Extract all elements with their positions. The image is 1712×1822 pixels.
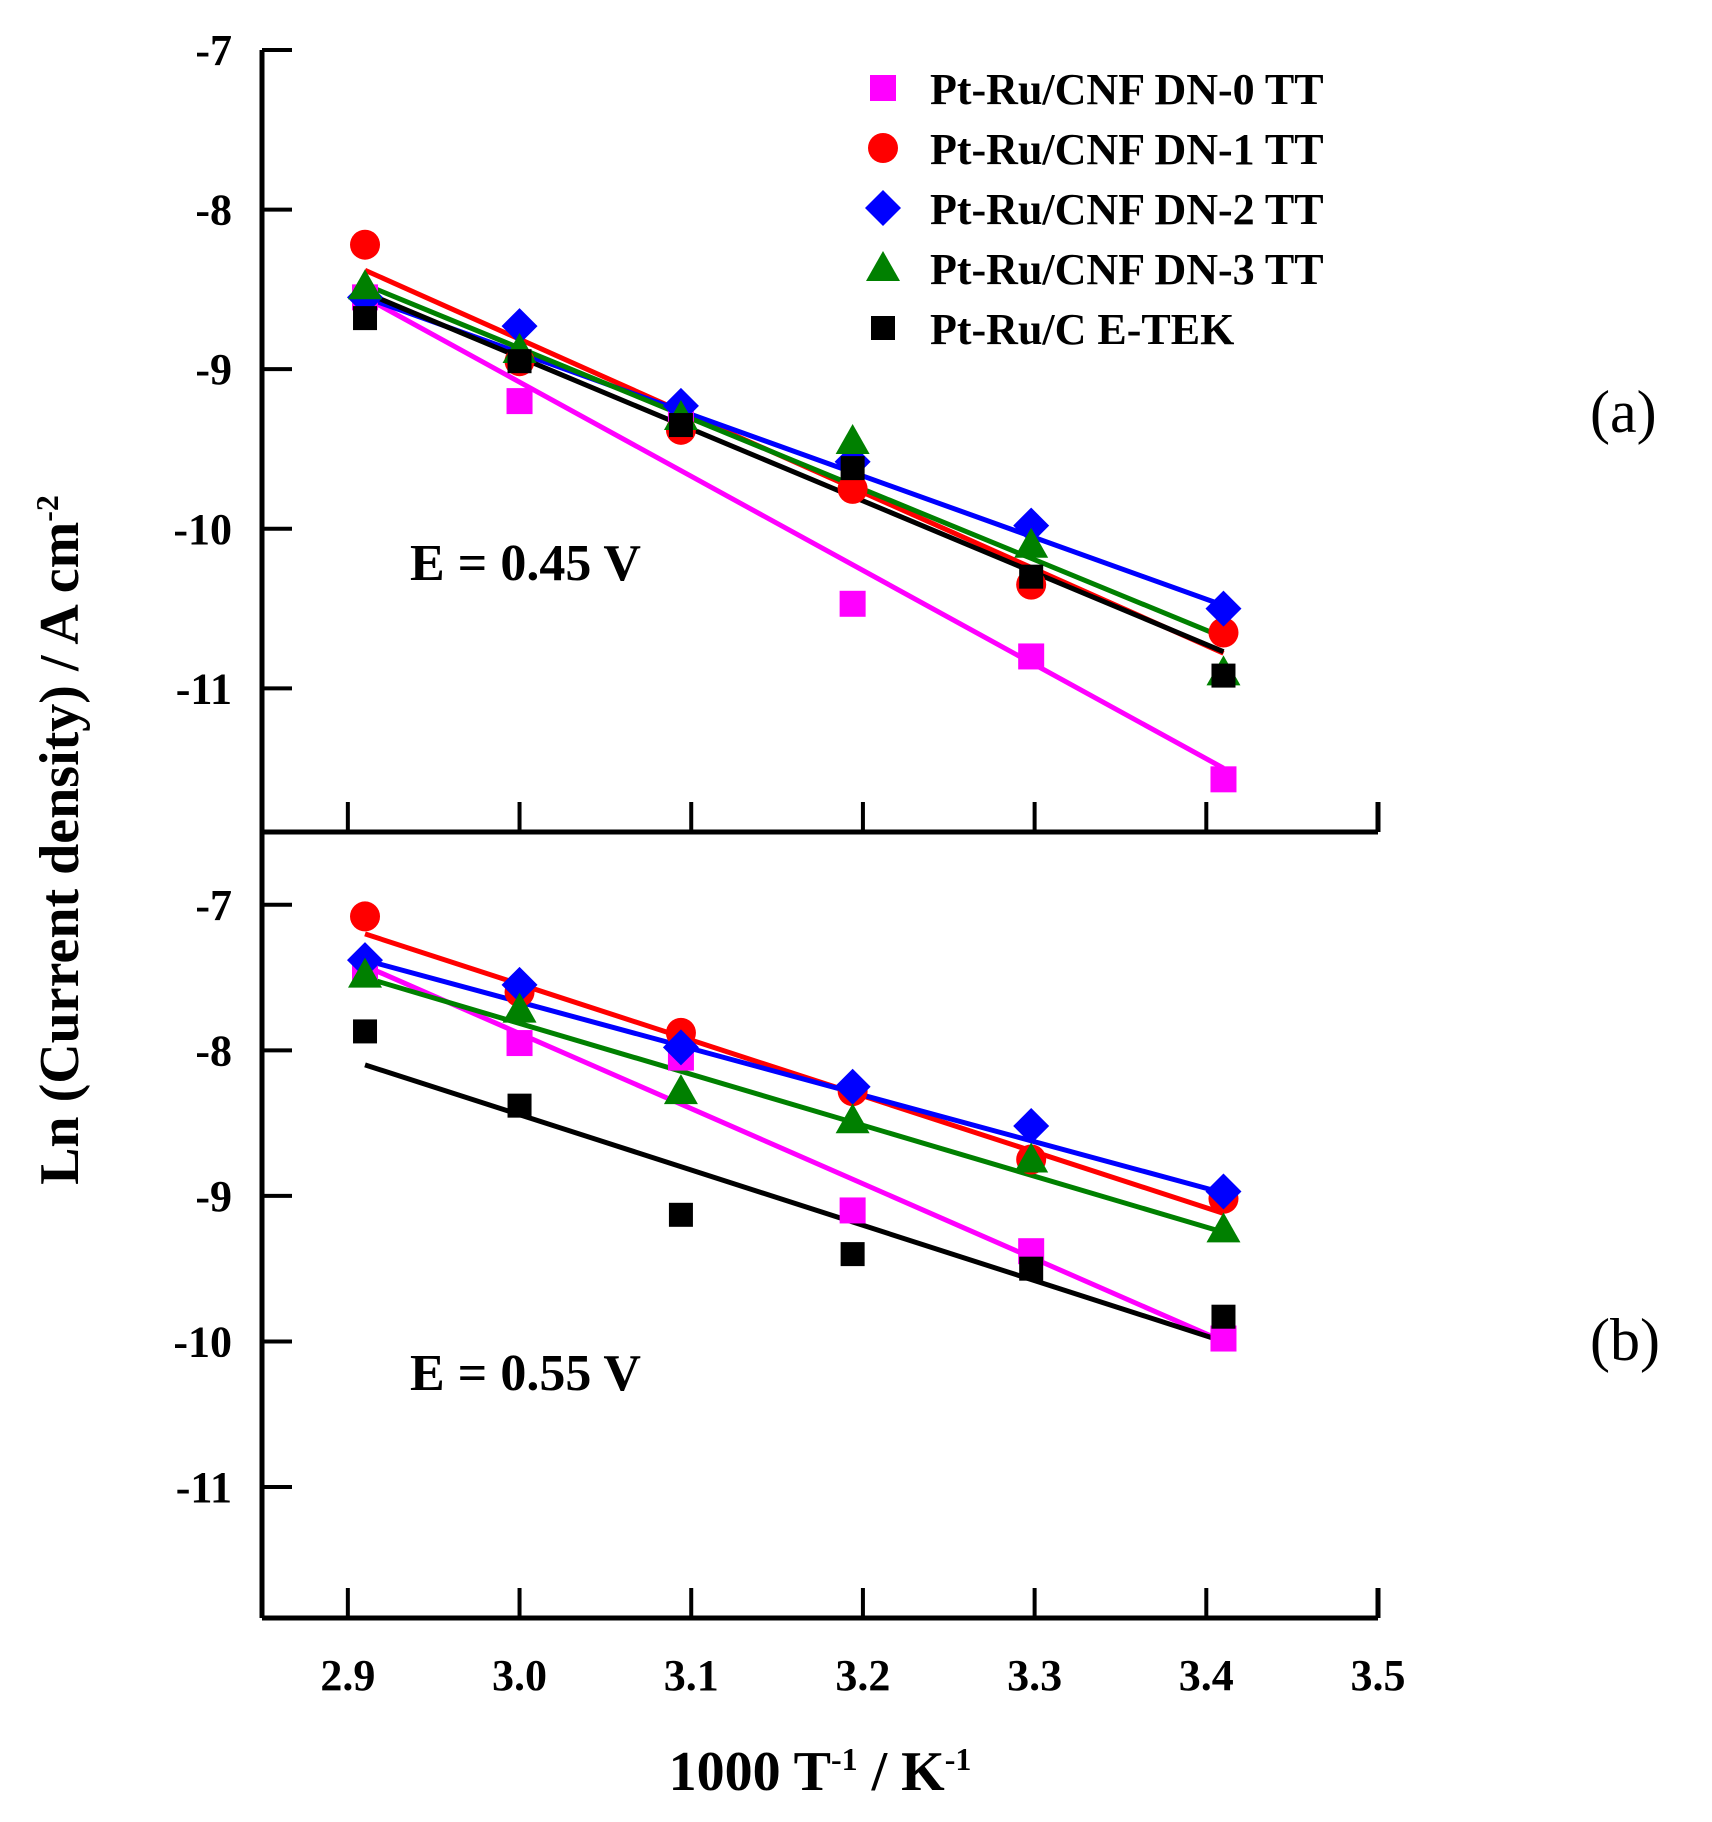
fit-line-b [364, 931, 1225, 1216]
fit-line-b [364, 957, 1225, 1196]
data-point-b [668, 1202, 693, 1227]
data-point-b [1014, 1142, 1049, 1173]
data-point-a [1211, 663, 1236, 688]
data-point-b [348, 957, 383, 988]
potential-annotation-a: E = 0.45 V [410, 535, 641, 592]
y-tick-label-b: -11 [176, 1463, 232, 1512]
data-point-a [1210, 766, 1237, 793]
fit-line-a [363, 295, 1225, 771]
legend: Pt-Ru/CNF DN-0 TT Pt-Ru/CNF DN-1 TT Pt-Ru/… [865, 65, 1324, 354]
data-point-b [1205, 1173, 1242, 1210]
data-point-a [507, 349, 532, 374]
data-point-b [507, 1093, 532, 1118]
legend-label: Pt-Ru/CNF DN-0 TT [930, 65, 1324, 114]
data-point-a [506, 388, 533, 415]
data-point-a [1208, 617, 1239, 648]
data-point-b [662, 1029, 699, 1066]
panel-label-b: (b) [1590, 1307, 1660, 1373]
y-axis-title: Ln (Current density) / A cm-2 [29, 495, 91, 1185]
legend-label: Pt-Ru/CNF DN-2 TT [930, 185, 1324, 234]
legend-label: Pt-Ru/CNF DN-1 TT [930, 125, 1324, 174]
y-tick-label-b: -7 [195, 881, 232, 930]
data-point-b [501, 966, 538, 1003]
x-tick-label: 3.3 [1007, 1651, 1062, 1700]
data-point-b [840, 1242, 865, 1267]
fit-line-a [364, 282, 1225, 640]
y-tick-label-a: -8 [195, 186, 232, 235]
legend-marker [868, 133, 898, 163]
panel-label-a: (a) [1590, 379, 1657, 445]
panel-b: -7 -8 -9 -10 -11 E = 0.55 V (b) [173, 832, 1660, 1618]
data-point-a [1205, 590, 1242, 627]
y-tick-label-a: -9 [195, 345, 232, 394]
data-point-b [834, 1068, 871, 1105]
y-tick-label-b: -8 [195, 1026, 232, 1075]
y-tick-label-b: -10 [173, 1317, 232, 1366]
x-tick-label: 2.9 [320, 1651, 375, 1700]
data-point-a [837, 473, 868, 504]
legend-marker [866, 251, 900, 281]
data-point-a [668, 413, 693, 438]
data-point-a [835, 424, 870, 454]
fit-line-a [364, 295, 1225, 608]
y-tick-label-a: -11 [176, 664, 232, 713]
panel-a: -7 -8 -9 -10 -11 E = 0.45 V (a) [173, 26, 1657, 832]
data-point-a [839, 590, 866, 617]
y-tick-label-a: -7 [195, 26, 232, 75]
x-tick-label: 3.2 [835, 1651, 890, 1700]
data-point-b [353, 1019, 378, 1044]
y-tick-label-b: -9 [195, 1172, 232, 1221]
data-point-b [839, 1197, 866, 1224]
data-point-a [840, 456, 865, 481]
data-point-b [1206, 1212, 1241, 1243]
data-point-b [1019, 1256, 1044, 1281]
data-point-a [350, 229, 381, 260]
data-point-a [1014, 527, 1049, 558]
data-point-b [1013, 1108, 1050, 1145]
fit-line-b [364, 963, 1225, 1344]
data-point-b [1211, 1304, 1236, 1329]
data-point-a [1019, 564, 1044, 589]
data-point-b [835, 1103, 870, 1134]
x-axis-title: 1000 T-1 / K-1 [669, 1741, 972, 1803]
x-tick-label: 3.1 [664, 1651, 719, 1700]
x-tick-label: 3.0 [492, 1651, 547, 1700]
data-point-a [501, 308, 538, 345]
x-tick-label: 3.5 [1351, 1651, 1406, 1700]
data-point-b [1210, 1325, 1237, 1352]
data-point-a [1013, 507, 1050, 544]
legend-marker [871, 316, 895, 340]
data-point-b [502, 992, 537, 1023]
data-point-a [348, 269, 383, 300]
potential-annotation-b: E = 0.55 V [410, 1345, 641, 1402]
data-point-a [1018, 643, 1045, 670]
legend-marker [865, 190, 901, 226]
x-axis: 2.9 3.0 3.1 3.2 3.3 3.4 3.5 [262, 802, 1406, 1700]
axis-titles: 1000 T-1 / K-1 Ln (Current density) / A c… [29, 495, 971, 1803]
legend-label: Pt-Ru/C E-TEK [930, 305, 1234, 354]
data-point-a [353, 306, 378, 331]
data-point-b [506, 1030, 533, 1057]
legend-marker [870, 75, 896, 101]
y-tick-label-a: -10 [173, 505, 232, 554]
legend-label: Pt-Ru/CNF DN-3 TT [930, 245, 1324, 294]
data-point-b [663, 1074, 698, 1105]
x-tick-label: 3.4 [1179, 1651, 1234, 1700]
data-point-b [350, 901, 381, 932]
